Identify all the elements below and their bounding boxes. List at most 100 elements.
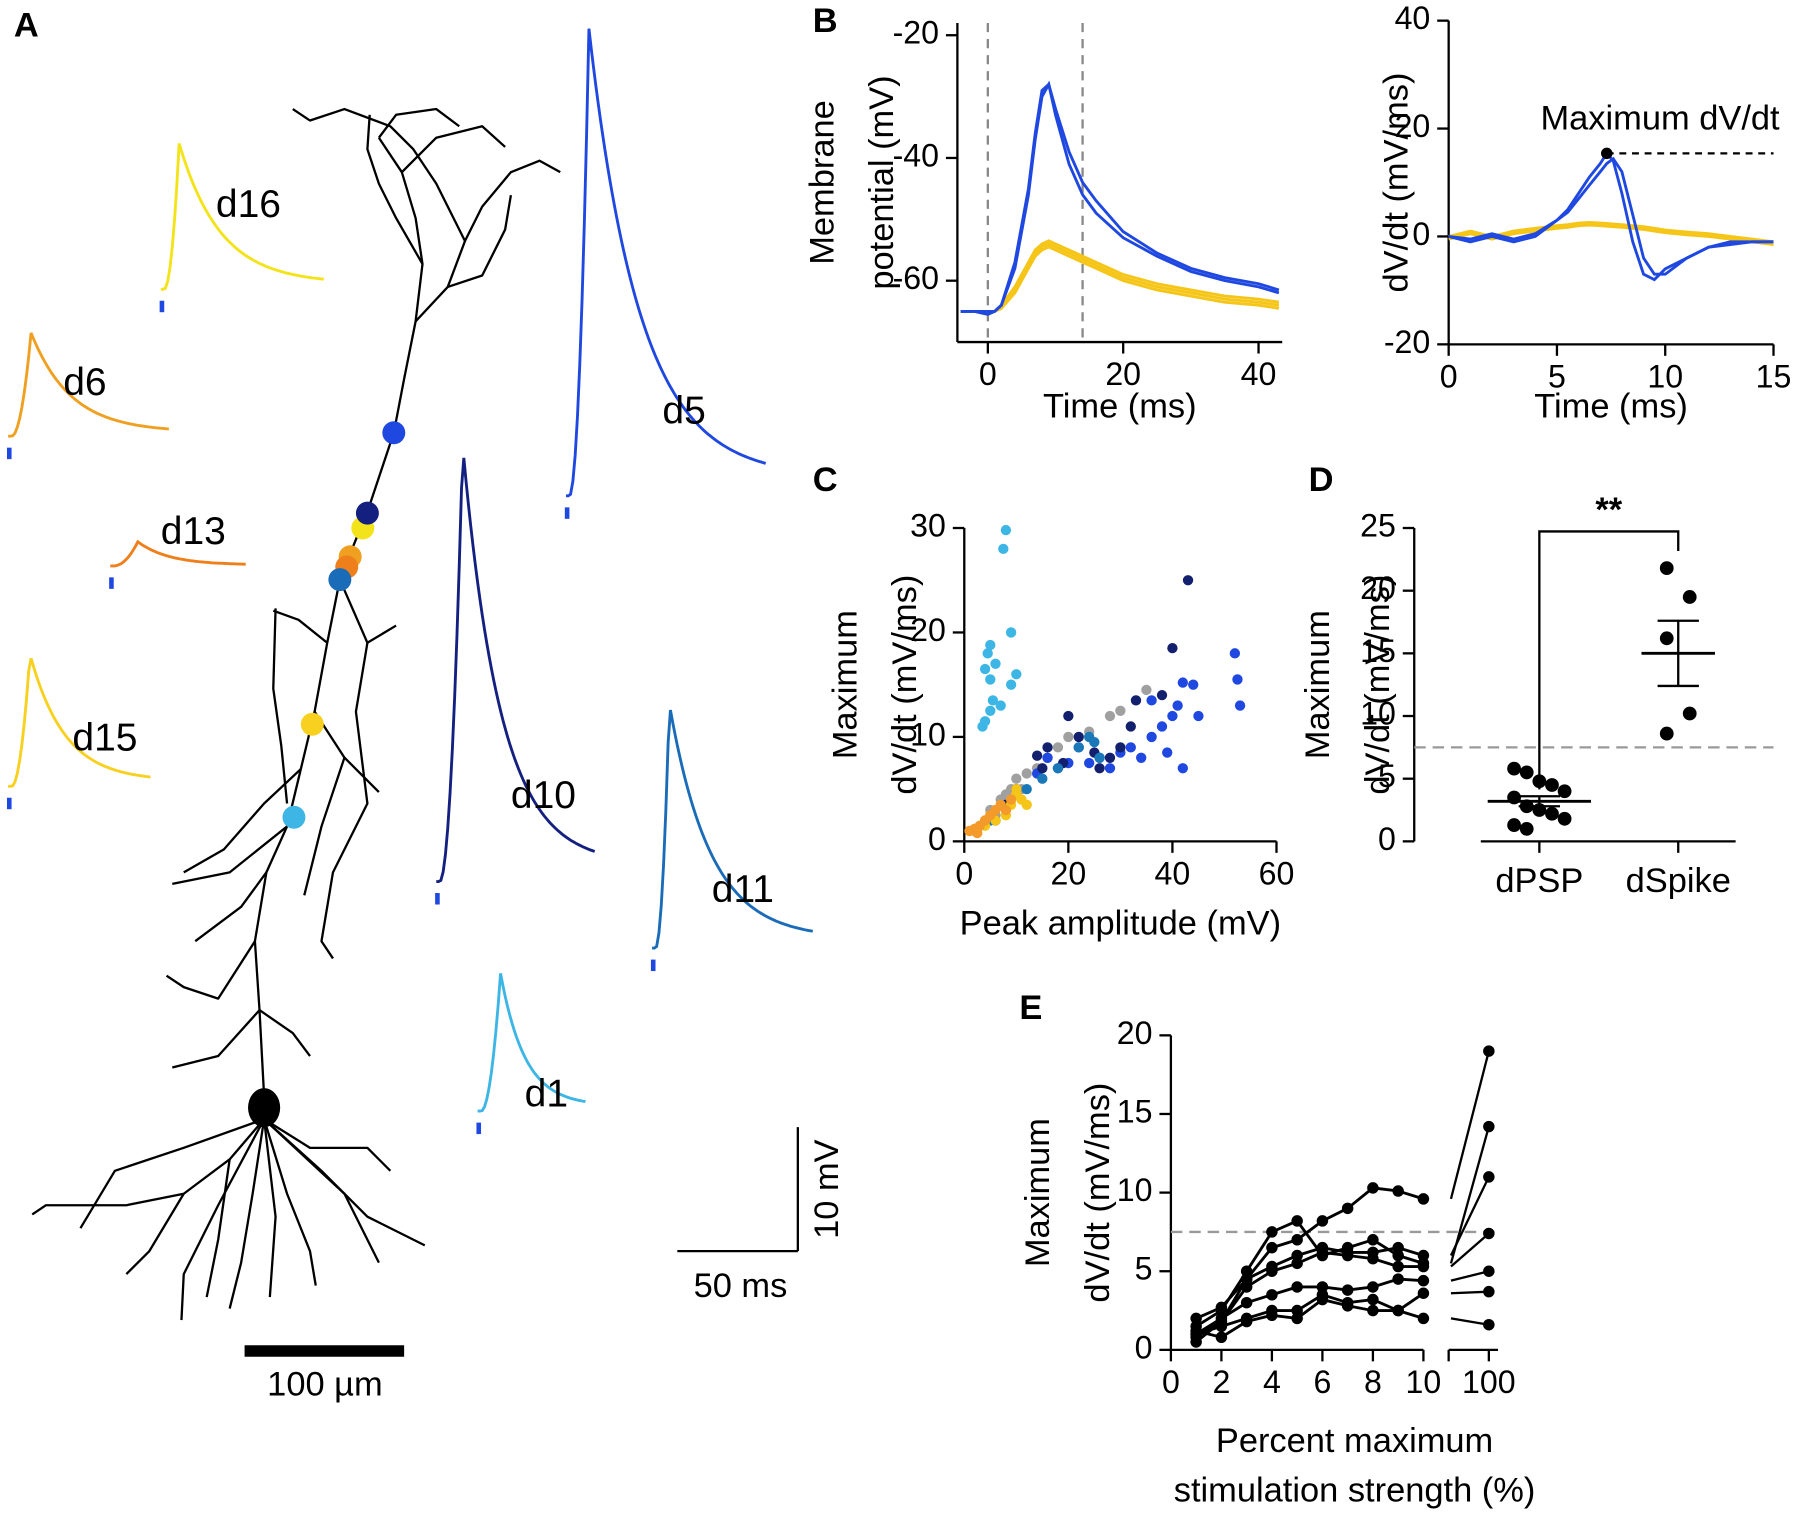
- y-tick-label: 10: [1360, 696, 1396, 732]
- data-point: [1367, 1234, 1379, 1246]
- data-line: [1195, 1298, 1424, 1339]
- data-point: [1392, 1185, 1404, 1197]
- scale-bar-length: [244, 1345, 405, 1357]
- scatter-point: [1021, 768, 1032, 779]
- max-segment: [1450, 1290, 1489, 1295]
- y-tick-label: 15: [1360, 633, 1396, 669]
- data-point: [1417, 1287, 1430, 1299]
- scatter-point: [1188, 679, 1199, 690]
- scatter-point: [1234, 700, 1246, 711]
- x-tick-label: dPSP: [1495, 862, 1583, 900]
- data-line: [1195, 1250, 1424, 1344]
- data-point: [1659, 631, 1674, 646]
- trace-label: d16: [216, 183, 281, 226]
- data-point: [1392, 1260, 1404, 1273]
- scale-label: 100 µm: [267, 1366, 383, 1404]
- y-tick-label: 5: [1135, 1251, 1153, 1287]
- y-tick-label: 10: [910, 716, 946, 752]
- data-point: [1417, 1312, 1430, 1325]
- y-tick-label: 20: [1360, 570, 1396, 606]
- data-point: [1483, 1120, 1495, 1133]
- scatter-point: [982, 648, 993, 659]
- scatter-point: [1021, 799, 1032, 810]
- data-line: [1448, 223, 1774, 247]
- x-tick-label: 0: [1440, 358, 1458, 394]
- x-axis-label: Time (ms): [1534, 388, 1688, 426]
- data-line: [1195, 1219, 1424, 1328]
- data-point: [1519, 765, 1534, 780]
- max-segment: [1449, 1050, 1490, 1200]
- data-point: [1291, 1257, 1303, 1270]
- trace: [8, 332, 169, 438]
- data-point: [1266, 1265, 1278, 1277]
- x-tick-label: 15: [1756, 358, 1792, 394]
- data-point: [1190, 1336, 1202, 1348]
- data-point: [1266, 1289, 1278, 1301]
- data-point: [1341, 1249, 1354, 1262]
- scatter-point: [1005, 627, 1017, 638]
- scatter-point: [985, 639, 996, 651]
- scatter-point: [1177, 677, 1188, 688]
- data-point: [1557, 811, 1572, 826]
- scatter-point: [1094, 752, 1105, 763]
- scatter-point: [1193, 710, 1204, 722]
- y-axis-label: Maximum: [1299, 610, 1337, 759]
- x-axis-label: stimulation strength (%): [1174, 1471, 1536, 1509]
- data-line: [1448, 221, 1774, 244]
- data-line: [1195, 1292, 1425, 1336]
- scatter-point: [1011, 773, 1022, 784]
- x-tick-label: 0: [1162, 1364, 1180, 1400]
- data-point: [1557, 784, 1572, 799]
- data-point: [1316, 1215, 1329, 1227]
- data-point: [1659, 726, 1674, 741]
- data-point: [1417, 1274, 1430, 1287]
- data-line: [1195, 1277, 1424, 1336]
- y-tick-label: 40: [1395, 0, 1431, 36]
- data-point: [1341, 1300, 1354, 1312]
- scatter-point: [1042, 752, 1053, 763]
- y-axis-label: dV/dt (mV/ms): [886, 575, 924, 795]
- data-point: [1483, 1171, 1495, 1183]
- data-point: [1507, 818, 1521, 832]
- y-tick-label: -60: [893, 260, 939, 296]
- scale-label: 10 mV: [808, 1139, 846, 1239]
- scatter-point: [1162, 747, 1173, 758]
- x-tick-label: 20: [1105, 356, 1141, 392]
- x-tick-label: dSpike: [1626, 862, 1731, 900]
- data-point: [1483, 1045, 1495, 1057]
- y-tick-label: -20: [893, 15, 939, 51]
- scatter-point: [1115, 742, 1126, 753]
- y-tick-label: 0: [1412, 216, 1430, 252]
- stimulus-marker: [159, 300, 165, 313]
- data-point: [1367, 1182, 1379, 1194]
- scatter-point: [998, 543, 1009, 555]
- scatter-point: [1167, 642, 1178, 654]
- recording-site: [355, 501, 379, 525]
- scatter-point: [1073, 742, 1084, 753]
- data-line: [960, 80, 1280, 316]
- max-segment: [1450, 1317, 1490, 1326]
- scatter-point: [1063, 710, 1074, 722]
- y-tick-label: 0: [1378, 821, 1396, 857]
- scatter-point: [1011, 669, 1022, 680]
- trace-label: d10: [511, 774, 576, 817]
- panel-letter: D: [1309, 461, 1334, 499]
- scatter-point: [1000, 524, 1012, 536]
- data-point: [1341, 1284, 1354, 1296]
- panel-letter: A: [14, 7, 39, 45]
- y-axis-label: dV/dt (mV/ms): [1359, 575, 1397, 795]
- annotation: Maximum dV/dt: [1540, 100, 1780, 138]
- data-point: [1240, 1265, 1253, 1277]
- y-tick-label: 0: [1135, 1329, 1153, 1365]
- scatter-point: [985, 705, 996, 716]
- x-axis-label: Time (ms): [1043, 388, 1197, 426]
- data-line: [1195, 1186, 1424, 1339]
- x-tick-label: 2: [1212, 1364, 1230, 1400]
- recording-site: [300, 712, 324, 736]
- scatter-point: [1130, 695, 1142, 706]
- y-tick-label: 0: [928, 821, 946, 857]
- scatter-point: [1182, 575, 1194, 586]
- x-axis-label: Peak amplitude (mV): [960, 904, 1281, 942]
- data-point: [1240, 1281, 1253, 1293]
